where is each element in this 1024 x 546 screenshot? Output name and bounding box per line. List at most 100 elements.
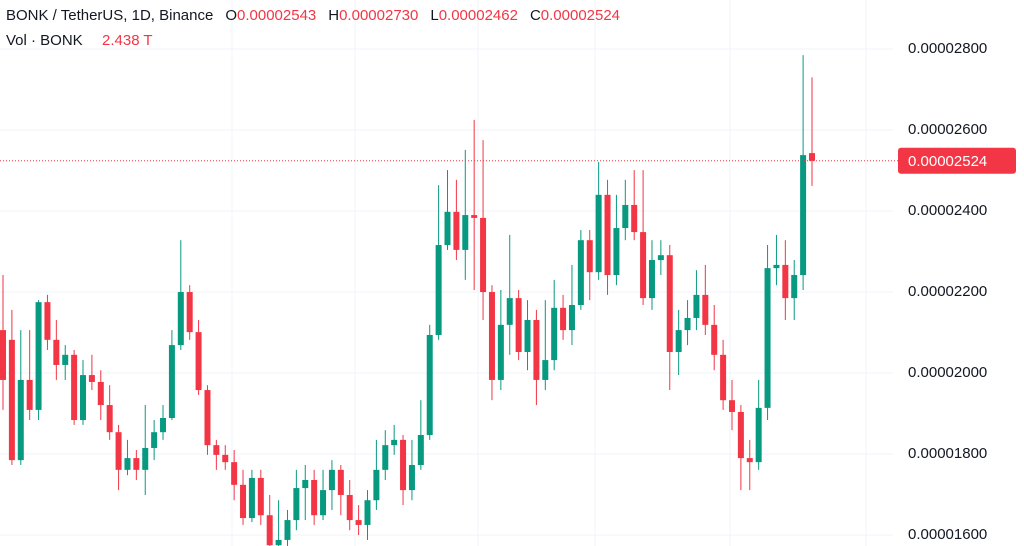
candle-body: [702, 294, 709, 325]
candle-body: [213, 445, 220, 455]
candle-body: [275, 539, 282, 546]
candle-body: [142, 447, 149, 470]
symbol: BONK / TetherUS, 1D, Binance: [6, 7, 213, 24]
ohlc-value: 0.00002462: [439, 7, 518, 24]
candle-body: [257, 477, 264, 516]
candle-body: [320, 490, 327, 516]
y-tick-label: 0.00001600: [908, 526, 987, 543]
candle-body: [160, 418, 167, 433]
candle-body: [44, 302, 51, 340]
candle-body: [809, 153, 815, 161]
ohlc-key: C: [530, 7, 541, 24]
volume-label: Vol · BONK: [6, 32, 83, 49]
candle-body: [35, 302, 42, 410]
candle-body: [53, 339, 60, 365]
candle-body: [177, 292, 184, 346]
y-tick-label: 0.00001800: [908, 445, 987, 462]
candle-body: [764, 268, 771, 408]
candle-body: [577, 240, 584, 305]
candle-body: [8, 339, 15, 461]
candle-body: [648, 260, 655, 299]
candle-body: [231, 462, 238, 485]
candle-body: [515, 298, 522, 352]
candle-body: [462, 215, 469, 250]
candle-body: [657, 255, 664, 261]
ohlc-key: O: [225, 7, 237, 24]
candle-body: [328, 469, 335, 491]
candle-body: [640, 232, 647, 299]
candle-body: [133, 458, 140, 470]
candle-body: [373, 469, 380, 501]
candle-body: [204, 390, 211, 446]
candle-body: [17, 379, 24, 461]
candle-body: [568, 304, 575, 331]
candle-body: [88, 375, 95, 382]
candle-body: [595, 194, 602, 273]
header: BONK / TetherUS, 1D, Binance O0.00002543 H…: [6, 7, 620, 24]
candle-body: [115, 432, 122, 470]
ohlc-value: 0.00002730: [339, 7, 418, 24]
candle-body: [124, 458, 131, 470]
candle-body: [417, 435, 424, 465]
last-price-label: 0.00002524: [908, 153, 987, 170]
candle-body: [497, 324, 504, 380]
candle-body: [480, 217, 487, 293]
candle-body: [151, 432, 158, 448]
candle-body: [720, 354, 727, 401]
ohlc-key: H: [328, 7, 339, 24]
candle-body: [773, 264, 780, 269]
candle-body: [560, 307, 567, 331]
ohlc-value: 0.00002524: [541, 7, 620, 24]
candle-body: [586, 240, 593, 273]
y-tick-label: 0.00002000: [908, 364, 987, 381]
candle-body: [80, 375, 87, 421]
candle-body: [471, 215, 478, 218]
ohlc-value: 0.00002543: [237, 7, 316, 24]
y-tick-label: 0.00002200: [908, 283, 987, 300]
candle-body: [355, 520, 362, 525]
candle-body: [62, 354, 69, 365]
candle-body: [622, 204, 629, 229]
candle-body: [266, 515, 273, 546]
candle-body: [293, 488, 300, 521]
candle-body: [71, 354, 78, 421]
candle-body: [284, 520, 291, 540]
candle-body: [222, 454, 229, 463]
candle-body: [186, 292, 193, 333]
candle-body: [408, 464, 415, 491]
candle-body: [755, 407, 762, 463]
candle-body: [542, 360, 549, 380]
volume-value: 2.438 T: [102, 32, 153, 49]
y-tick-label: 0.00002800: [908, 40, 987, 57]
candle-body: [195, 332, 202, 391]
last-price-tag: [898, 147, 1016, 174]
candle-body: [337, 469, 344, 495]
candle-body: [666, 255, 673, 352]
candle-body: [728, 400, 735, 412]
candle-body: [746, 458, 753, 463]
candle-body: [168, 345, 175, 419]
candle-body: [524, 319, 531, 352]
candle-body: [453, 211, 460, 250]
y-tick-label: 0.00002600: [908, 121, 987, 138]
candle-body: [346, 494, 353, 521]
candle-body: [737, 411, 744, 459]
candle-body: [684, 317, 691, 331]
candle-body: [488, 292, 495, 380]
candle-body: [426, 334, 433, 436]
candle-body: [302, 479, 309, 489]
candle-body: [240, 484, 247, 519]
candle-body: [791, 275, 798, 299]
candle-body: [533, 319, 540, 380]
candle-body: [604, 194, 611, 276]
candle-body: [711, 324, 718, 355]
candle-body: [311, 479, 318, 516]
candle-body: [106, 405, 113, 433]
candle-body: [444, 211, 451, 246]
candle-body: [0, 330, 6, 380]
candle-body: [551, 307, 558, 361]
candle-body: [400, 439, 407, 491]
candle-body: [800, 155, 807, 276]
